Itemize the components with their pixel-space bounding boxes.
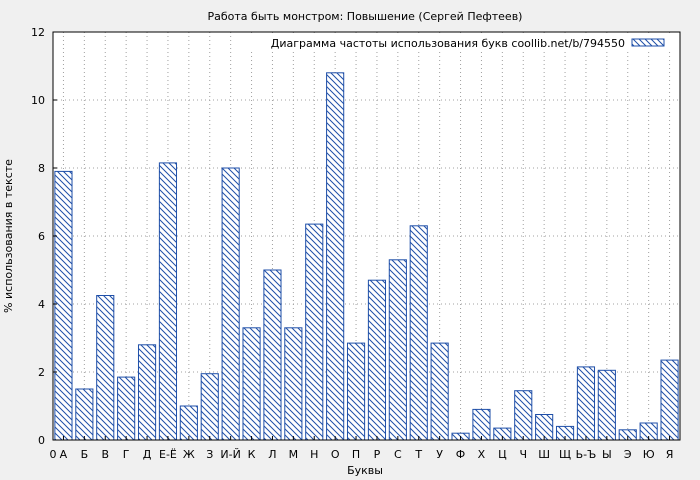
bar-26 xyxy=(597,369,616,441)
bar-5 xyxy=(158,162,178,441)
x-tick-label: В xyxy=(101,448,109,461)
bar-18 xyxy=(430,342,449,441)
x-tick-label: Я xyxy=(666,448,674,461)
y-tick-label: 12 xyxy=(31,26,45,39)
bar-12 xyxy=(305,223,324,441)
y-tick-label: 0 xyxy=(38,434,45,447)
x-tick-label: З xyxy=(206,448,213,461)
y-axis-title: % использования в тексте xyxy=(2,159,15,313)
x-tick-label: Ю xyxy=(643,448,655,461)
bars xyxy=(54,72,679,441)
x-tick-label: У xyxy=(436,448,443,461)
x-tick-label: П xyxy=(352,448,360,461)
bar-2 xyxy=(96,295,115,441)
x-tick-label: М xyxy=(289,448,299,461)
bar-6 xyxy=(179,405,198,441)
legend-swatch xyxy=(631,38,665,47)
bar-3 xyxy=(117,376,136,441)
x-origin-label: 0 xyxy=(50,448,57,461)
x-tick-label: Б xyxy=(81,448,89,461)
bar-13 xyxy=(326,72,345,441)
y-tick-label: 10 xyxy=(31,94,45,107)
x-tick-label: И-Й xyxy=(220,448,240,461)
bar-25 xyxy=(576,366,596,441)
x-tick-label: Х xyxy=(478,448,486,461)
x-tick-label: О xyxy=(331,448,340,461)
bar-11 xyxy=(284,327,303,441)
x-tick-label: Л xyxy=(268,448,276,461)
bar-8 xyxy=(221,167,240,441)
legend-box xyxy=(240,36,676,52)
bar-22 xyxy=(514,390,533,441)
x-tick-label: Ш xyxy=(538,448,550,461)
x-tick-label: Ц xyxy=(498,448,507,461)
x-tick-label: Н xyxy=(310,448,318,461)
x-axis-title: Буквы xyxy=(347,464,383,477)
y-axis-ticks: 0 2 4 6 8 10 12 xyxy=(31,26,57,447)
bar-9 xyxy=(242,327,261,441)
x-tick-label: К xyxy=(248,448,256,461)
bar-14 xyxy=(346,342,366,441)
x-tick-label: Г xyxy=(123,448,130,461)
x-tick-label: Е-Ё xyxy=(159,448,177,461)
x-tick-label: Ч xyxy=(519,448,527,461)
chart-title: Работа быть монстром: Повышение (Сергей … xyxy=(208,10,523,23)
x-tick-label: Щ xyxy=(559,448,571,461)
x-tick-label: Э xyxy=(624,448,632,461)
bar-4 xyxy=(137,344,157,441)
bar-29 xyxy=(660,359,679,441)
x-tick-label: Ы xyxy=(602,448,612,461)
x-axis-ticks: 0 А Б В Г Д Е-Ё Ж З И-Й К Л М Н О П Р С Т У Ф Х Ц Ч Ш Щ Ь-Ъ Ы Э Ю Я xyxy=(50,436,674,461)
legend: Диаграмма частоты использования букв coo… xyxy=(240,36,676,52)
bar-20 xyxy=(472,408,491,441)
y-tick-label: 6 xyxy=(38,230,45,243)
bar-1 xyxy=(75,388,94,441)
x-tick-label: Ь-Ъ xyxy=(576,448,597,461)
y-tick-label: 4 xyxy=(38,298,45,311)
bar-0 xyxy=(54,170,73,441)
bar-15 xyxy=(367,279,387,441)
x-tick-label: С xyxy=(394,448,402,461)
bar-17 xyxy=(409,225,428,441)
y-tick-label: 8 xyxy=(38,162,45,175)
bar-10 xyxy=(263,269,282,441)
x-tick-label: Д xyxy=(143,448,152,461)
y-tick-label: 2 xyxy=(38,366,45,379)
x-tick-label: Р xyxy=(374,448,381,461)
x-tick-label: А xyxy=(60,448,68,461)
bar-7 xyxy=(200,373,219,441)
x-tick-label: Ф xyxy=(456,448,465,461)
x-tick-label: Т xyxy=(414,448,422,461)
legend-label: Диаграмма частоты использования букв coo… xyxy=(271,37,625,50)
bar-16 xyxy=(388,259,407,441)
x-tick-label: Ж xyxy=(183,448,195,461)
